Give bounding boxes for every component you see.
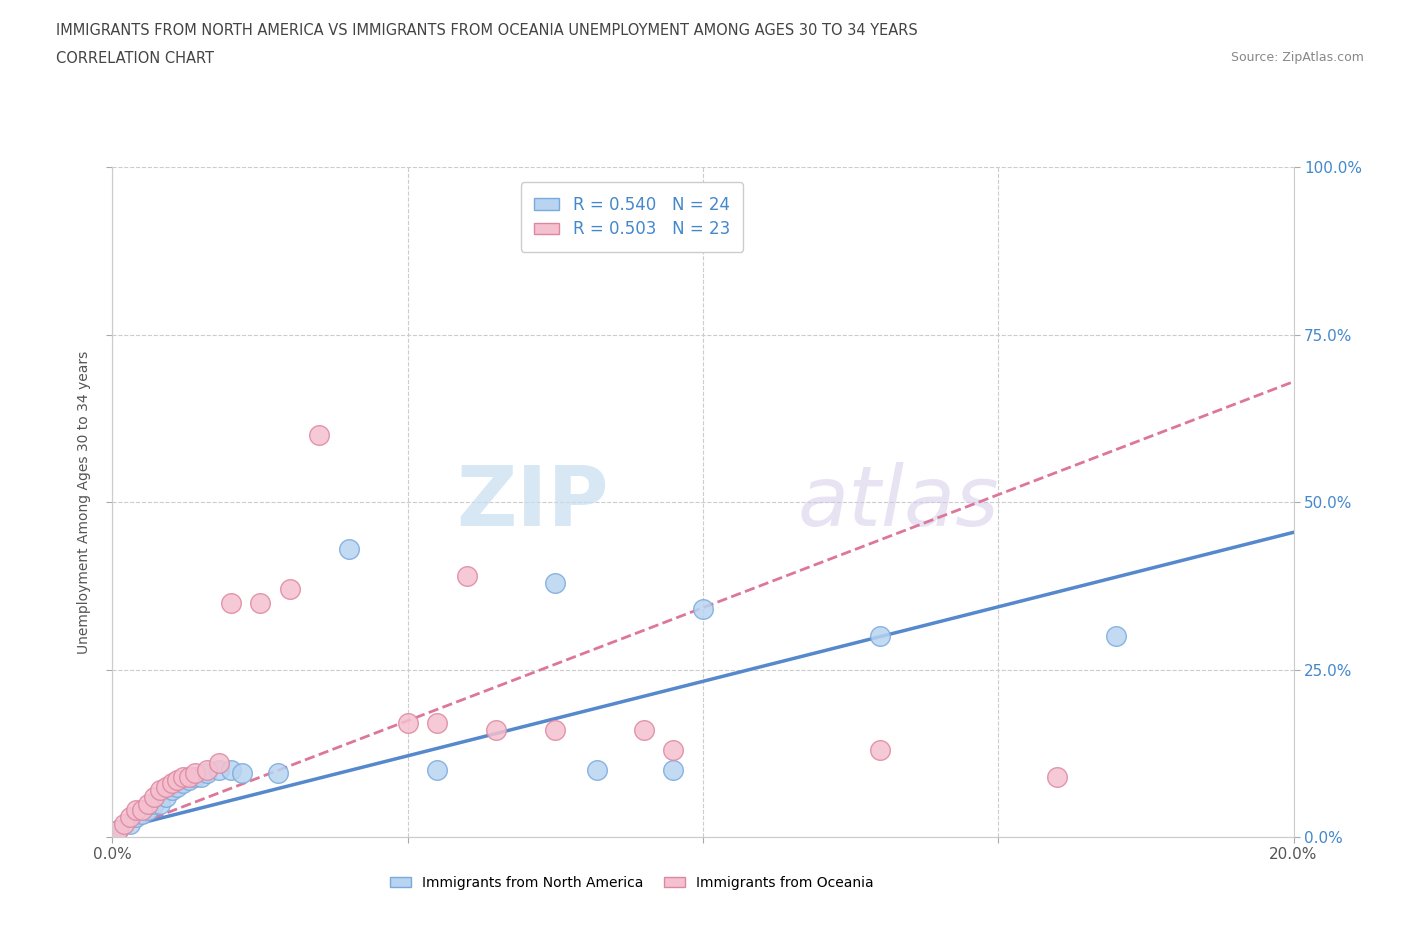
Point: [172, 776, 194, 790]
Point: [456, 568, 478, 583]
Point: [179, 773, 201, 788]
Point: [337, 541, 360, 556]
Point: [208, 763, 231, 777]
Point: [172, 769, 194, 784]
Text: CORRELATION CHART: CORRELATION CHART: [56, 51, 214, 66]
Point: [107, 823, 129, 838]
Point: [585, 763, 607, 777]
Point: [131, 806, 153, 821]
Point: [166, 773, 188, 788]
Point: [278, 582, 301, 597]
Point: [107, 823, 129, 838]
Point: [692, 602, 714, 617]
Point: [195, 766, 218, 781]
Text: IMMIGRANTS FROM NORTH AMERICA VS IMMIGRANTS FROM OCEANIA UNEMPLOYMENT AMONG AGES: IMMIGRANTS FROM NORTH AMERICA VS IMMIGRA…: [56, 23, 918, 38]
Point: [190, 769, 212, 784]
Point: [308, 428, 330, 443]
Point: [208, 756, 231, 771]
Point: [136, 796, 159, 811]
Point: [112, 817, 135, 831]
Point: [544, 575, 567, 590]
Point: [160, 776, 183, 790]
Point: [219, 763, 242, 777]
Point: [662, 742, 685, 757]
Point: [166, 779, 188, 794]
Point: [155, 790, 177, 804]
Point: [426, 763, 449, 777]
Point: [267, 766, 290, 781]
Point: [160, 783, 183, 798]
Point: [396, 716, 419, 731]
Point: [633, 723, 655, 737]
Point: [120, 809, 142, 824]
Y-axis label: Unemployment Among Ages 30 to 34 years: Unemployment Among Ages 30 to 34 years: [77, 351, 91, 654]
Point: [125, 809, 148, 824]
Point: [249, 595, 271, 610]
Text: ZIP: ZIP: [456, 461, 609, 543]
Point: [142, 796, 165, 811]
Point: [662, 763, 685, 777]
Legend: Immigrants from North America, Immigrants from Oceania: Immigrants from North America, Immigrant…: [384, 870, 882, 897]
Text: atlas: atlas: [797, 461, 1000, 543]
Point: [179, 769, 201, 784]
Point: [1046, 769, 1069, 784]
Point: [231, 766, 253, 781]
Point: [131, 803, 153, 817]
Text: Source: ZipAtlas.com: Source: ZipAtlas.com: [1230, 51, 1364, 64]
Point: [149, 796, 172, 811]
Point: [869, 629, 891, 644]
Point: [136, 803, 159, 817]
Point: [120, 817, 142, 831]
Point: [149, 783, 172, 798]
Point: [426, 716, 449, 731]
Point: [869, 742, 891, 757]
Point: [195, 763, 218, 777]
Point: [544, 723, 567, 737]
Point: [184, 769, 207, 784]
Point: [184, 766, 207, 781]
Point: [219, 595, 242, 610]
Point: [485, 723, 508, 737]
Point: [125, 803, 148, 817]
Point: [155, 779, 177, 794]
Point: [1105, 629, 1128, 644]
Point: [142, 790, 165, 804]
